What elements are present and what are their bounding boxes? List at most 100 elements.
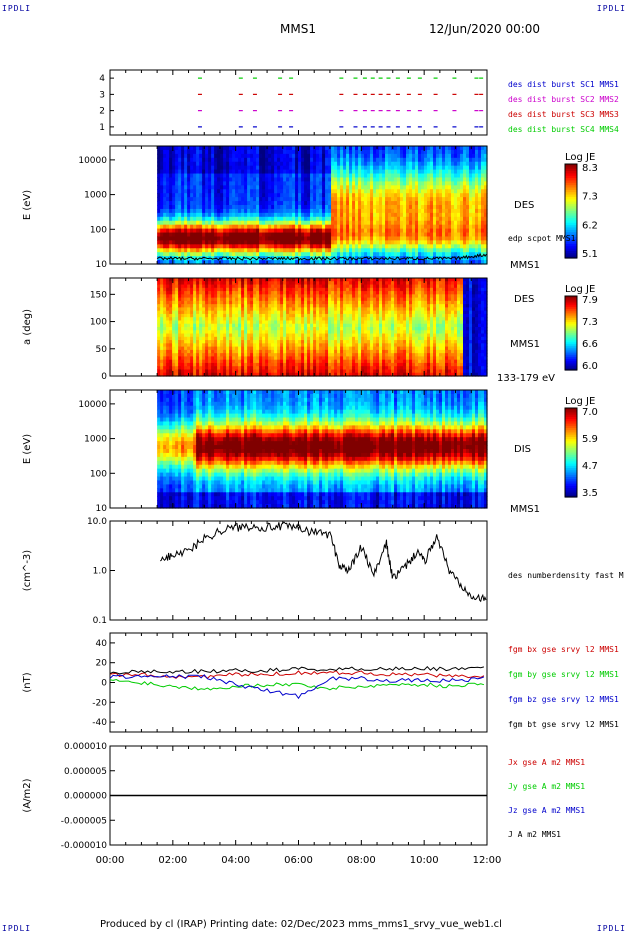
- colorbar-segment: [565, 234, 577, 238]
- colorbar-segment: [565, 336, 577, 340]
- colorbar-segment: [565, 299, 577, 303]
- colorbar-segment: [565, 220, 577, 224]
- colorbar-segment: [565, 351, 577, 354]
- colorbar-segment: [565, 468, 577, 471]
- plot-date: 12/Jun/2020 00:00: [429, 22, 541, 36]
- colorbar-segment: [565, 357, 577, 360]
- footer-credit: Produced by cl (IRAP) Printing date: 02/…: [100, 919, 502, 930]
- colorbar-segment: [565, 488, 577, 491]
- colorbar-segment: [565, 443, 577, 447]
- colorbar-segment: [565, 445, 577, 449]
- y-tick-label: -20: [92, 698, 107, 708]
- colorbar-segment: [565, 246, 577, 250]
- colorbar-segment: [565, 474, 577, 478]
- spacecraft-label: MMS1: [510, 260, 540, 271]
- y-axis-label: (cm^-3): [22, 550, 33, 591]
- colorbar-segment: [565, 362, 577, 366]
- corner-label-bottom-left: IPDLI: [2, 924, 32, 933]
- colorbar-segment: [565, 255, 577, 259]
- colorbar-segment: [565, 168, 577, 172]
- colorbar-segment: [565, 331, 577, 334]
- fgm-series-line: [109, 670, 485, 679]
- panel-frame-burst: [109, 69, 488, 136]
- burst-legend-entry: des dist burst SC2 MMS2: [508, 95, 619, 104]
- colorbar-segment: [565, 327, 577, 330]
- colorbar-segment: [565, 321, 577, 325]
- colorbar-segment: [565, 232, 577, 236]
- y-tick-label: 10000: [78, 400, 107, 410]
- colorbar-tick-label: 3.5: [582, 488, 598, 499]
- colorbar-tick-label: 7.0: [582, 407, 598, 418]
- colorbar-segment: [565, 465, 577, 469]
- colorbar-segment: [565, 408, 577, 411]
- colorbar-tick-label: 5.1: [582, 249, 598, 260]
- colorbar-segment: [565, 297, 577, 301]
- burst-legend-entry: des dist burst SC1 MMS1: [508, 80, 619, 89]
- colorbar-segment: [565, 355, 577, 358]
- colorbar-segment: [565, 333, 577, 336]
- fgm-series-line: [109, 665, 485, 675]
- colorbar-segment: [565, 308, 577, 312]
- y-tick-label: 1: [99, 123, 105, 133]
- colorbar-segment: [565, 180, 577, 184]
- colorbar-segment: [565, 173, 577, 177]
- y-tick-label: 40: [96, 639, 108, 649]
- y-tick-label: 10.0: [87, 517, 107, 527]
- colorbar-segment: [565, 185, 577, 189]
- colorbar-segment: [565, 470, 577, 474]
- fgm-series-line: [109, 674, 485, 700]
- spacecraft-label: MMS1: [510, 504, 540, 515]
- y-axis-label: E (eV): [22, 190, 33, 220]
- colorbar-frame: [564, 163, 578, 259]
- colorbar-segment: [565, 187, 577, 191]
- colorbar-tick-label: 7.3: [582, 192, 598, 203]
- colorbar-tick-label: 6.2: [582, 220, 598, 231]
- colorbar-segment: [565, 436, 577, 440]
- density-legend: des numberdensity fast M: [508, 571, 624, 580]
- time-tick-label: 00:00: [96, 855, 125, 866]
- colorbar-segment: [565, 316, 577, 319]
- colorbar-tick-label: 7.3: [582, 317, 598, 328]
- colorbar-segment: [565, 213, 577, 217]
- colorbar-segment: [565, 368, 577, 371]
- colorbar-segment: [565, 349, 577, 353]
- fgm-series-line: [109, 678, 485, 691]
- colorbar-title: Log JE: [565, 396, 595, 407]
- fgm-legend-entry: fgm bt gse srvy l2 MMS1: [508, 720, 619, 729]
- y-axis-label: (nT): [22, 672, 33, 692]
- corner-label-top-right: IPDLI: [596, 4, 626, 13]
- y-tick-label: -0.000010: [61, 841, 107, 851]
- colorbar-segment: [565, 428, 577, 431]
- colorbar-segment: [565, 194, 577, 198]
- colorbar-segment: [565, 325, 577, 329]
- y-tick-label: 100: [90, 469, 107, 479]
- colorbar-segment: [565, 310, 577, 314]
- colorbar-segment: [565, 201, 577, 205]
- colorbar-segment: [565, 360, 577, 364]
- y-tick-label: 0.000000: [64, 792, 107, 802]
- instrument-label: DES: [514, 294, 534, 305]
- colorbar-tick-label: 8.3: [582, 163, 598, 174]
- spacecraft-title: MMS1: [280, 22, 316, 36]
- colorbar-segment: [565, 248, 577, 252]
- colorbar-segment: [565, 218, 577, 221]
- colorbar-segment: [565, 222, 577, 226]
- colorbar-segment: [565, 253, 577, 257]
- heatmap-des_pitch: [157, 278, 488, 377]
- instrument-label: DES: [514, 200, 534, 211]
- colorbar-segment: [565, 215, 577, 219]
- colorbar-segment: [565, 239, 577, 243]
- y-tick-label: 1000: [84, 191, 107, 201]
- colorbar-segment: [565, 338, 577, 341]
- colorbar-segment: [565, 303, 577, 306]
- colorbar-segment: [565, 450, 577, 454]
- current-legend-entry: Jx gse A m2 MMS1: [508, 758, 585, 767]
- colorbar-segment: [565, 307, 577, 310]
- colorbar-segment: [565, 318, 577, 321]
- heatmap-des_energy: [157, 146, 488, 265]
- y-axis-label: (A/m2): [22, 778, 33, 812]
- colorbar-segment: [565, 358, 577, 362]
- colorbar-segment: [565, 227, 577, 231]
- colorbar-segment: [565, 320, 577, 323]
